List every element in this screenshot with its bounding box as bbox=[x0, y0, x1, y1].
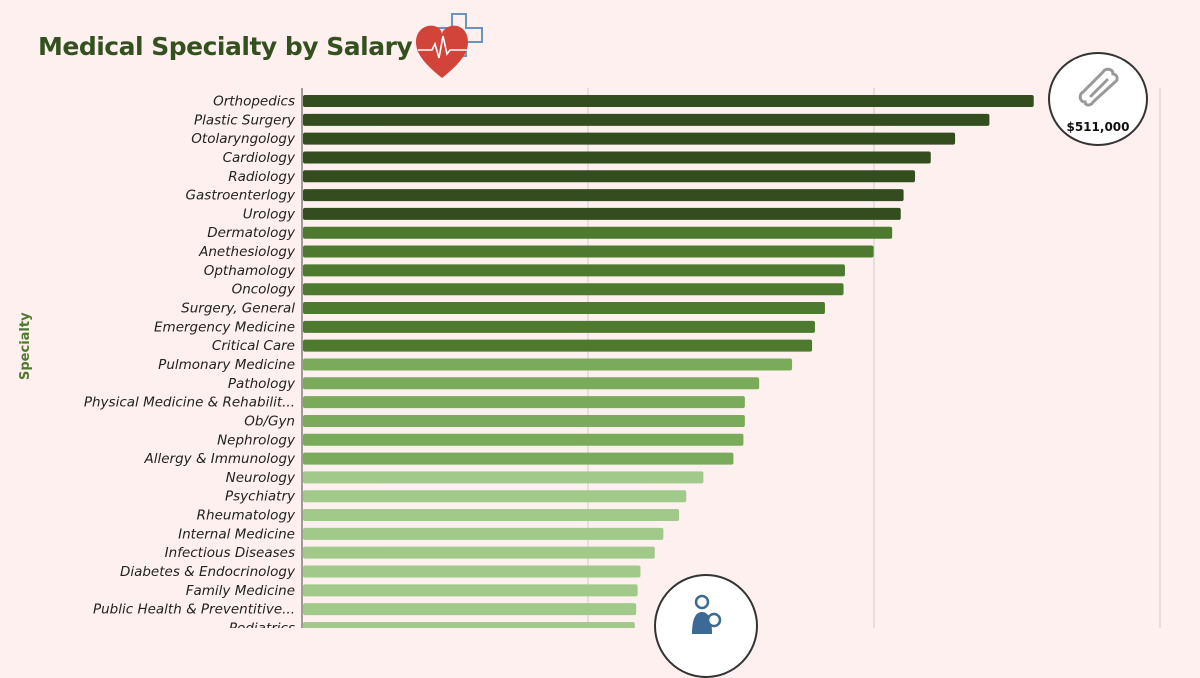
bar bbox=[303, 339, 813, 352]
top-salary-badge: $511,000 bbox=[1048, 52, 1148, 146]
category-label: Urology bbox=[243, 206, 296, 222]
chart-title: Medical Specialty by Salary bbox=[38, 32, 413, 61]
bar bbox=[303, 245, 874, 258]
category-label: Ob/Gyn bbox=[244, 413, 295, 429]
bar bbox=[303, 490, 687, 503]
bar bbox=[303, 471, 704, 484]
mother-child-icon bbox=[692, 594, 722, 634]
bar bbox=[303, 226, 893, 239]
category-label: Opthamology bbox=[204, 263, 296, 279]
category-label: Cardiology bbox=[223, 150, 296, 166]
bar bbox=[303, 584, 638, 597]
bar bbox=[303, 603, 637, 616]
category-label: Anethesiology bbox=[198, 244, 296, 260]
category-label: Pediatrics bbox=[229, 620, 295, 628]
bar bbox=[303, 565, 641, 578]
category-label: Neurology bbox=[226, 470, 296, 486]
category-label: Public Health & Preventitive... bbox=[93, 602, 295, 618]
category-label: Rheumatology bbox=[197, 508, 296, 524]
bar bbox=[303, 320, 815, 333]
bar bbox=[303, 113, 990, 126]
category-label: Emergency Medicine bbox=[154, 319, 295, 335]
category-label: Radiology bbox=[228, 169, 296, 185]
bar bbox=[303, 396, 745, 409]
category-label: Allergy & Immunology bbox=[144, 451, 296, 467]
category-label: Oncology bbox=[232, 282, 296, 298]
category-label: Family Medicine bbox=[186, 583, 295, 599]
bone-icon bbox=[1078, 67, 1119, 107]
category-label: Otolaryngology bbox=[191, 131, 296, 147]
category-label: Internal Medicine bbox=[178, 526, 295, 542]
bar bbox=[303, 509, 680, 522]
heart-medical-cross-icon bbox=[416, 13, 483, 78]
bar bbox=[303, 283, 844, 296]
bottom-badge bbox=[654, 574, 758, 678]
category-label: Physical Medicine & Rehabilit... bbox=[84, 395, 295, 411]
bar-chart: Orthopedics Plastic Surgery Otolaryngology… bbox=[84, 88, 1161, 628]
category-label: Orthopedics bbox=[213, 94, 295, 110]
bar bbox=[303, 302, 825, 315]
bar bbox=[303, 358, 793, 371]
bar bbox=[303, 377, 760, 390]
category-label: Plastic Surgery bbox=[194, 112, 296, 128]
bar bbox=[303, 452, 734, 465]
category-label: Psychiatry bbox=[225, 489, 296, 505]
category-label: Critical Care bbox=[212, 338, 295, 354]
category-label: Infectious Diseases bbox=[165, 545, 295, 561]
category-label: Dermatology bbox=[207, 225, 296, 241]
category-label: Surgery, General bbox=[181, 301, 295, 317]
bar bbox=[303, 264, 845, 277]
bar bbox=[303, 527, 664, 540]
bar bbox=[303, 207, 901, 220]
bar bbox=[303, 621, 635, 628]
category-label: Pulmonary Medicine bbox=[158, 357, 295, 373]
top-salary-value: $511,000 bbox=[1066, 120, 1130, 134]
bar bbox=[303, 95, 1034, 107]
category-label: Pathology bbox=[228, 376, 296, 392]
category-label: Gastroenterlogy bbox=[186, 188, 296, 204]
bar bbox=[303, 189, 904, 202]
bar bbox=[303, 132, 956, 145]
bar bbox=[303, 151, 931, 164]
bar bbox=[303, 433, 744, 446]
bar bbox=[303, 546, 655, 559]
bar bbox=[303, 414, 745, 427]
bar bbox=[303, 170, 916, 183]
category-label: Nephrology bbox=[217, 432, 296, 448]
category-label: Diabetes & Endocrinology bbox=[120, 564, 296, 580]
